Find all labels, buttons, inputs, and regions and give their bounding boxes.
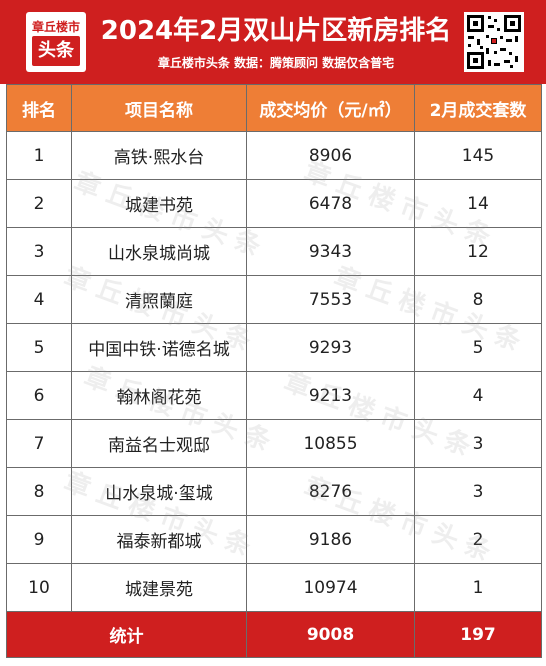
table-row: 3 山水泉城尚城 9343 12 xyxy=(6,227,542,276)
table-cell: 南益名士观邸 xyxy=(71,419,247,468)
table-cell: 高铁·熙水台 xyxy=(71,131,247,180)
table-cell: 2 xyxy=(6,179,72,228)
table-cell: 8906 xyxy=(246,131,415,180)
table-row: 1 高铁·熙水台 8906 145 xyxy=(6,131,542,180)
table-header-row: 排名 项目名称 成交均价（元/㎡） 2月成交套数 xyxy=(6,84,542,132)
table-row: 7 南益名士观邸 10855 3 xyxy=(6,419,542,468)
table-body: 1 高铁·熙水台 8906 145 2 城建书苑 6478 14 3 山水泉城尚城 9343 12 4 清… xyxy=(6,131,542,612)
table-cell: 4 xyxy=(414,371,542,420)
table-cell: 3 xyxy=(414,467,542,516)
qr-code-icon xyxy=(464,12,524,72)
page-title: 2024年2月双山片区新房排名 xyxy=(100,16,452,46)
table-total-row: 统计 9008 197 xyxy=(6,611,542,658)
page-subtitle: 章丘楼市头条 数据：腾策顾问 数据仅含普宅 xyxy=(157,56,395,70)
table-cell: 8 xyxy=(6,467,72,516)
table-cell: 5 xyxy=(414,323,542,372)
table-cell: 3 xyxy=(414,419,542,468)
table-cell: 9 xyxy=(6,515,72,564)
table-cell: 7553 xyxy=(246,275,415,324)
table-cell: 8276 xyxy=(246,467,415,516)
brand-logo: 章丘楼市 头条 xyxy=(26,12,86,72)
ranking-table: 排名 项目名称 成交均价（元/㎡） 2月成交套数 1 高铁·熙水台 8906 145 2 城建书… xyxy=(6,84,542,658)
table-cell: 9343 xyxy=(246,227,415,276)
column-header: 排名 xyxy=(6,84,72,132)
table-row: 8 山水泉城·玺城 8276 3 xyxy=(6,467,542,516)
table-cell: 7 xyxy=(6,419,72,468)
total-units: 197 xyxy=(414,611,542,658)
table-cell: 山水泉城·玺城 xyxy=(71,467,247,516)
table-cell: 9186 xyxy=(246,515,415,564)
column-header: 成交均价（元/㎡） xyxy=(246,84,415,132)
table-cell: 9293 xyxy=(246,323,415,372)
table-cell: 10855 xyxy=(246,419,415,468)
table-row: 4 清照蘭庭 7553 8 xyxy=(6,275,542,324)
table-cell: 1 xyxy=(6,131,72,180)
table-cell: 4 xyxy=(6,275,72,324)
table-cell: 10974 xyxy=(246,563,415,612)
table-cell: 中国中铁·诺德名城 xyxy=(71,323,247,372)
table-cell: 3 xyxy=(6,227,72,276)
column-header: 项目名称 xyxy=(71,84,247,132)
table-cell: 2 xyxy=(414,515,542,564)
column-header: 2月成交套数 xyxy=(414,84,542,132)
table-cell: 1 xyxy=(414,563,542,612)
table-cell: 山水泉城尚城 xyxy=(71,227,247,276)
table-cell: 清照蘭庭 xyxy=(71,275,247,324)
table-row: 2 城建书苑 6478 14 xyxy=(6,179,542,228)
table-cell: 10 xyxy=(6,563,72,612)
table-cell: 6478 xyxy=(246,179,415,228)
table-cell: 8 xyxy=(414,275,542,324)
table-cell: 城建景苑 xyxy=(71,563,247,612)
table-cell: 6 xyxy=(6,371,72,420)
table-row: 10 城建景苑 10974 1 xyxy=(6,563,542,612)
table-cell: 城建书苑 xyxy=(71,179,247,228)
table-cell: 14 xyxy=(414,179,542,228)
table-row: 5 中国中铁·诺德名城 9293 5 xyxy=(6,323,542,372)
total-label: 统计 xyxy=(6,611,247,658)
total-avg-price: 9008 xyxy=(246,611,415,658)
table-cell: 9213 xyxy=(246,371,415,420)
header-banner: 章丘楼市 头条 2024年2月双山片区新房排名 章丘楼市头条 数据：腾策顾问 数… xyxy=(0,0,546,84)
table-cell: 12 xyxy=(414,227,542,276)
table-row: 6 翰林阁花苑 9213 4 xyxy=(6,371,542,420)
table-cell: 翰林阁花苑 xyxy=(71,371,247,420)
table-cell: 福泰新都城 xyxy=(71,515,247,564)
table-cell: 145 xyxy=(414,131,542,180)
table-row: 9 福泰新都城 9186 2 xyxy=(6,515,542,564)
logo-text-top: 章丘楼市 xyxy=(31,20,80,34)
logo-text-bottom: 头条 xyxy=(32,36,80,66)
table-cell: 5 xyxy=(6,323,72,372)
